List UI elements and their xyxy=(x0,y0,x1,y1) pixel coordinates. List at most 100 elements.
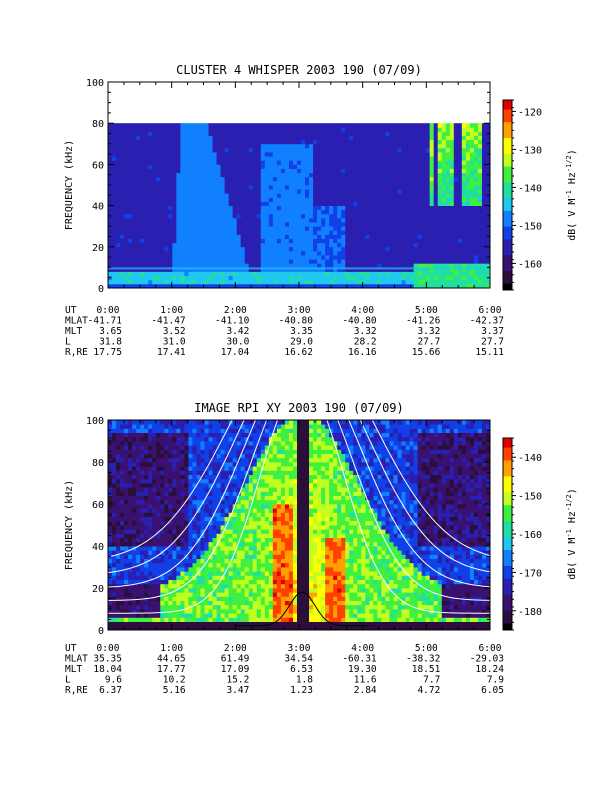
spectrogram-cell xyxy=(365,176,370,182)
spectrogram-cell xyxy=(280,168,286,174)
spectrogram-cell xyxy=(361,164,366,169)
spectrogram-cell xyxy=(136,445,141,450)
spectrogram-cell xyxy=(405,246,410,252)
spectrogram-cell xyxy=(373,180,378,186)
spectrogram-cell xyxy=(377,189,382,194)
spectrogram-cell xyxy=(164,201,169,206)
spectrogram-cell xyxy=(401,172,406,178)
spectrogram-cell xyxy=(204,185,209,190)
spectrogram-cell xyxy=(264,185,270,190)
spectrogram-cell xyxy=(164,250,169,256)
spectrogram-cell xyxy=(132,436,137,442)
spectrogram-cell xyxy=(260,197,266,202)
spectrogram-cell xyxy=(292,156,298,161)
spectrogram-cell xyxy=(248,172,254,178)
spectrogram-cell xyxy=(164,533,169,538)
spectrogram-cell xyxy=(124,537,129,543)
spectrogram-cell xyxy=(228,123,234,128)
spectrogram-cell xyxy=(236,246,242,252)
spectrogram-cell xyxy=(325,123,330,128)
spectrogram-cell xyxy=(164,152,169,157)
spectrogram-cell xyxy=(156,575,161,580)
spectrogram-cell xyxy=(140,168,145,174)
spectrogram-cell xyxy=(156,156,161,161)
spectrogram-cell xyxy=(124,466,129,471)
spectrogram-cell xyxy=(116,567,121,572)
spectrogram-cell xyxy=(345,259,350,264)
ephemeris-value: 3.65 xyxy=(99,326,122,337)
spectrogram-cell xyxy=(112,579,117,585)
spectrogram-cell xyxy=(140,263,145,268)
spectrogram-cell xyxy=(152,583,157,589)
spectrogram-cell xyxy=(276,201,282,206)
spectrogram-cell xyxy=(397,152,402,157)
spectrogram-cell xyxy=(481,193,487,198)
spectrogram-cell xyxy=(144,143,149,149)
spectrogram-cell xyxy=(212,176,217,182)
spectrogram-cell xyxy=(128,172,133,178)
spectrogram-cell xyxy=(441,259,447,264)
spectrogram-cell xyxy=(148,571,153,576)
spectrogram-cell xyxy=(228,213,234,219)
spectrogram-cell xyxy=(296,131,302,136)
spectrogram-cell xyxy=(156,609,161,614)
spectrogram-cell xyxy=(112,152,117,157)
spectrogram-cell xyxy=(260,172,266,178)
ephemeris-value: -42.37 xyxy=(470,316,504,327)
spectrogram-cell xyxy=(361,255,366,260)
spectrogram-cell xyxy=(128,504,133,509)
spectrogram-cell xyxy=(128,529,133,534)
spectrogram-cell xyxy=(248,127,254,132)
spectrogram-cell xyxy=(377,197,382,202)
spectrogram-cell xyxy=(212,259,217,264)
spectrogram-cell xyxy=(313,176,318,182)
spectrogram-cell xyxy=(200,147,205,153)
spectrogram-cell xyxy=(132,613,137,618)
spectrogram-cell xyxy=(196,160,201,165)
spectrogram-cell xyxy=(248,164,254,169)
spectrogram-cell xyxy=(421,242,427,248)
spectrogram-cell xyxy=(152,537,157,543)
spectrogram-cell xyxy=(160,495,165,501)
spectrogram-cell xyxy=(200,271,205,277)
spectrogram-cell xyxy=(477,131,483,136)
spectrogram-cell xyxy=(120,541,125,547)
spectrogram-cell xyxy=(377,217,382,223)
spectrogram-cell xyxy=(180,491,185,496)
spectrogram-cell xyxy=(477,275,483,281)
spectrogram-cell xyxy=(212,164,217,169)
spectrogram-cell xyxy=(200,127,205,132)
spectrogram-cell xyxy=(144,156,149,161)
spectrogram-cell xyxy=(232,127,238,132)
spectrogram-cell xyxy=(244,152,250,157)
spectrogram-cell xyxy=(453,160,459,165)
spectrogram-cell xyxy=(180,246,185,252)
spectrogram-cell xyxy=(357,259,362,264)
spectrogram-cell xyxy=(264,152,270,157)
spectrogram-cell xyxy=(381,217,386,223)
spectrogram-cell xyxy=(156,621,161,627)
spectrogram-cell xyxy=(216,131,221,136)
spectrogram-cell xyxy=(301,185,306,190)
ephemeris-value: 17.41 xyxy=(157,347,186,358)
spectrogram-cell xyxy=(240,189,246,194)
spectrogram-cell xyxy=(220,172,226,178)
spectrogram-cell xyxy=(116,453,121,459)
spectrogram-cell xyxy=(200,160,205,165)
spectrogram-cell xyxy=(156,185,161,190)
spectrogram-cell xyxy=(144,263,149,268)
spectrogram-cell xyxy=(136,246,141,252)
spectrogram-cell xyxy=(164,217,169,223)
spectrogram-plot xyxy=(108,123,490,288)
spectrogram-cell xyxy=(485,176,490,182)
spectrogram-cell xyxy=(381,283,386,288)
spectrogram-cell xyxy=(373,127,378,132)
spectrogram-cell xyxy=(264,197,270,202)
spectrogram-cell xyxy=(192,275,197,281)
spectrogram-cell xyxy=(128,617,133,622)
spectrogram-cell xyxy=(112,209,117,215)
spectrogram-cell xyxy=(453,139,459,145)
spectrogram-cell xyxy=(373,259,378,264)
spectrogram-cell xyxy=(441,222,447,227)
spectrogram-cell xyxy=(160,226,165,231)
